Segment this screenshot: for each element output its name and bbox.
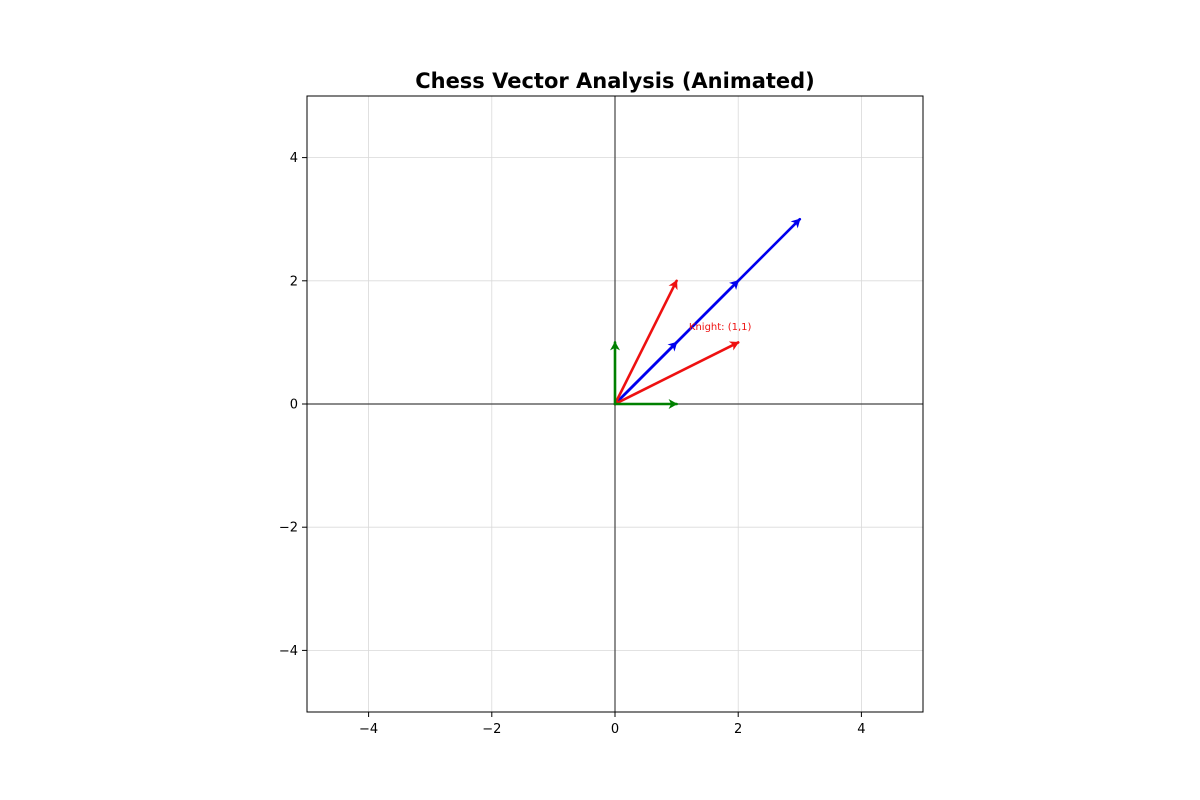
y-tick-label: −4 xyxy=(279,644,298,659)
x-axis-ticks: −4 −2 0 2 4 xyxy=(359,712,866,737)
x-tick-label: −4 xyxy=(359,722,378,737)
x-tick-label: 4 xyxy=(857,722,865,737)
y-axis-ticks: −4 −2 0 2 4 xyxy=(279,151,307,659)
x-tick-label: 0 xyxy=(611,722,619,737)
chart-title: Chess Vector Analysis (Animated) xyxy=(415,69,815,93)
vector-arrow-4 xyxy=(613,341,740,406)
annotations: Knight: (1,1) xyxy=(689,322,752,333)
y-tick-label: −2 xyxy=(279,521,298,536)
vectors xyxy=(610,217,802,409)
y-tick-label: 0 xyxy=(290,398,298,413)
y-tick-label: 2 xyxy=(290,274,298,289)
annotation-label-0: Knight: (1,1) xyxy=(689,322,752,333)
x-tick-label: −2 xyxy=(482,722,501,737)
y-tick-label: 4 xyxy=(290,151,298,166)
x-tick-label: 2 xyxy=(734,722,742,737)
vector-arrow-2 xyxy=(613,217,802,406)
vector-arrow-3 xyxy=(613,279,678,406)
